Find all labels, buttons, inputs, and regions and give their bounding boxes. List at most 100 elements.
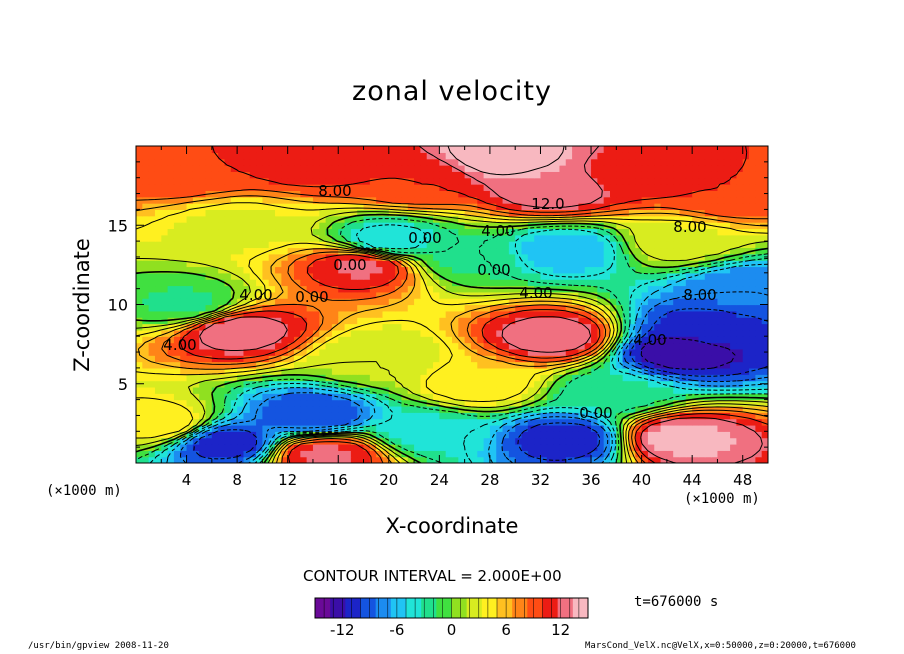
field-cell xyxy=(755,412,763,420)
field-cell xyxy=(496,228,504,236)
field-cell xyxy=(515,165,523,172)
field-cell xyxy=(742,431,750,439)
field-cell xyxy=(572,348,579,356)
field-cell xyxy=(723,342,731,350)
field-cell xyxy=(325,158,333,166)
field-cell xyxy=(464,342,472,350)
field-cell xyxy=(256,247,263,255)
field-cell xyxy=(597,399,605,407)
field-cell xyxy=(211,165,219,172)
field-cell xyxy=(584,234,592,242)
field-cell xyxy=(439,171,447,179)
field-cell xyxy=(281,291,289,299)
field-cell xyxy=(275,260,282,268)
field-cell xyxy=(199,241,207,249)
field-cell xyxy=(395,184,403,191)
field-cell xyxy=(230,260,238,268)
field-cell xyxy=(142,272,150,280)
field-cell xyxy=(180,171,188,179)
field-cell xyxy=(401,374,409,382)
field-cell xyxy=(338,361,346,369)
field-cell xyxy=(344,380,352,388)
field-cell xyxy=(483,329,491,337)
field-cell xyxy=(496,342,504,350)
field-cell xyxy=(363,196,371,204)
field-cell xyxy=(218,380,226,388)
field-cell xyxy=(559,336,567,344)
field-cell xyxy=(186,310,194,318)
field-cell xyxy=(426,424,434,432)
field-cell xyxy=(420,431,428,439)
field-cell xyxy=(180,253,188,261)
field-cell xyxy=(167,165,175,172)
field-cell xyxy=(717,424,725,432)
field-cell xyxy=(211,361,219,369)
field-cell xyxy=(452,266,459,274)
field-cell xyxy=(717,431,725,439)
field-cell xyxy=(363,304,371,312)
field-cell xyxy=(306,361,314,369)
field-cell xyxy=(755,342,763,350)
field-cell xyxy=(647,165,655,172)
field-cell xyxy=(230,209,238,217)
field-cell xyxy=(730,253,737,261)
field-cell xyxy=(161,304,169,312)
field-cell xyxy=(597,215,605,223)
field-cell xyxy=(755,190,763,198)
field-cell xyxy=(401,399,409,407)
field-cell xyxy=(249,241,257,249)
field-cell xyxy=(186,367,194,375)
field-cell xyxy=(673,443,681,451)
field-cell xyxy=(338,393,346,401)
field-cell xyxy=(515,291,523,299)
field-cell xyxy=(464,234,472,242)
field-cell xyxy=(559,374,567,382)
field-cell xyxy=(654,298,662,306)
field-cell xyxy=(218,260,226,268)
field-cell xyxy=(249,336,257,344)
field-cell xyxy=(736,152,744,160)
field-cell xyxy=(654,165,662,172)
field-cell xyxy=(717,450,725,458)
field-cell xyxy=(641,361,649,369)
field-cell xyxy=(572,266,579,274)
field-cell xyxy=(256,190,263,198)
field-cell xyxy=(167,272,175,280)
field-cell xyxy=(452,228,459,236)
field-cell xyxy=(388,405,396,413)
field-cell xyxy=(692,291,700,299)
field-cell xyxy=(742,317,750,325)
field-cell xyxy=(306,437,314,445)
field-cell xyxy=(180,146,188,153)
field-cell xyxy=(414,165,421,172)
field-cell xyxy=(458,247,466,255)
field-cell xyxy=(445,310,453,318)
field-cell xyxy=(167,228,175,236)
field-cell xyxy=(401,266,409,274)
field-cell xyxy=(407,431,415,439)
field-cell xyxy=(610,260,617,268)
field-cell xyxy=(426,310,434,318)
field-cell xyxy=(635,266,643,274)
field-cell xyxy=(559,291,567,299)
field-cell xyxy=(211,456,219,463)
field-cell xyxy=(527,158,535,166)
field-cell xyxy=(338,367,346,375)
field-cell xyxy=(237,234,245,242)
field-cell xyxy=(312,355,320,363)
field-cell xyxy=(553,209,561,217)
field-cell xyxy=(534,146,542,153)
field-cell xyxy=(186,285,194,293)
field-cell xyxy=(666,241,674,249)
field-cell xyxy=(452,361,459,369)
field-cell xyxy=(218,228,226,236)
field-cell xyxy=(515,184,523,191)
field-cell xyxy=(736,355,744,363)
field-cell xyxy=(363,405,371,413)
field-cell xyxy=(350,184,358,191)
field-cell xyxy=(508,279,516,287)
field-cell xyxy=(723,443,731,451)
field-cell xyxy=(205,241,213,249)
field-cell xyxy=(154,386,162,394)
field-cell xyxy=(610,171,617,179)
